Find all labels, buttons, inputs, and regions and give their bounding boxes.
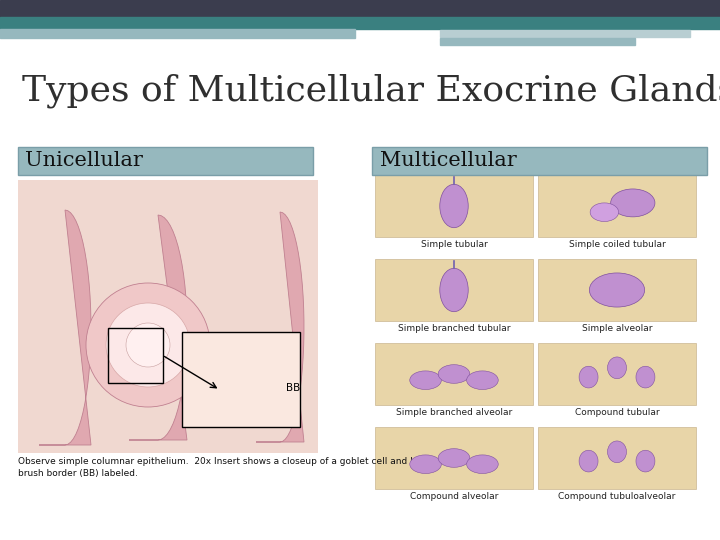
Ellipse shape (440, 184, 468, 228)
Ellipse shape (467, 371, 498, 389)
Text: Types of Multicellular Exocrine Glands: Types of Multicellular Exocrine Glands (22, 73, 720, 107)
Bar (538, 175, 696, 237)
Bar (440, 38, 635, 45)
Bar (538, 427, 696, 489)
Bar (0, 17, 720, 29)
Bar (18, 180, 318, 453)
Text: Simple branched alveolar: Simple branched alveolar (396, 408, 512, 417)
Ellipse shape (636, 366, 655, 388)
Ellipse shape (590, 203, 618, 221)
Ellipse shape (438, 449, 470, 467)
Text: Simple branched tubular: Simple branched tubular (397, 324, 510, 333)
Ellipse shape (608, 357, 626, 379)
Text: Compound alveolar: Compound alveolar (410, 492, 498, 501)
Ellipse shape (608, 441, 626, 463)
Text: Simple alveolar: Simple alveolar (582, 324, 652, 333)
Circle shape (126, 323, 170, 367)
Bar (375, 343, 533, 405)
Circle shape (106, 303, 190, 387)
Bar (538, 343, 696, 405)
Ellipse shape (410, 455, 441, 474)
Text: Multicellular: Multicellular (380, 152, 517, 171)
Text: Observe simple columnar epithelium.  20x Insert shows a closeup of a goblet cell: Observe simple columnar epithelium. 20x … (18, 457, 426, 478)
FancyBboxPatch shape (372, 147, 707, 175)
Text: Compound tubuloalveolar: Compound tubuloalveolar (558, 492, 675, 501)
Ellipse shape (467, 455, 498, 474)
Bar (375, 175, 533, 237)
Ellipse shape (410, 371, 441, 389)
Ellipse shape (636, 450, 655, 472)
Bar (0, 29, 355, 38)
Ellipse shape (440, 268, 468, 312)
Circle shape (86, 283, 210, 407)
Ellipse shape (579, 450, 598, 472)
FancyBboxPatch shape (18, 147, 313, 175)
Text: Unicellular: Unicellular (25, 152, 143, 171)
Bar (108, 328, 163, 383)
Ellipse shape (438, 364, 470, 383)
Polygon shape (256, 212, 304, 442)
Ellipse shape (579, 366, 598, 388)
Ellipse shape (590, 273, 644, 307)
Bar (182, 332, 300, 427)
Bar (538, 259, 696, 321)
Ellipse shape (611, 189, 655, 217)
Polygon shape (129, 215, 187, 440)
Polygon shape (39, 210, 91, 445)
Text: Compound tubular: Compound tubular (575, 408, 660, 417)
Bar (375, 427, 533, 489)
Text: BB: BB (286, 383, 300, 393)
Bar (375, 259, 533, 321)
Bar (440, 30, 690, 37)
Bar (0, 0, 720, 18)
Text: Simple tubular: Simple tubular (420, 240, 487, 249)
Text: Simple coiled tubular: Simple coiled tubular (569, 240, 665, 249)
